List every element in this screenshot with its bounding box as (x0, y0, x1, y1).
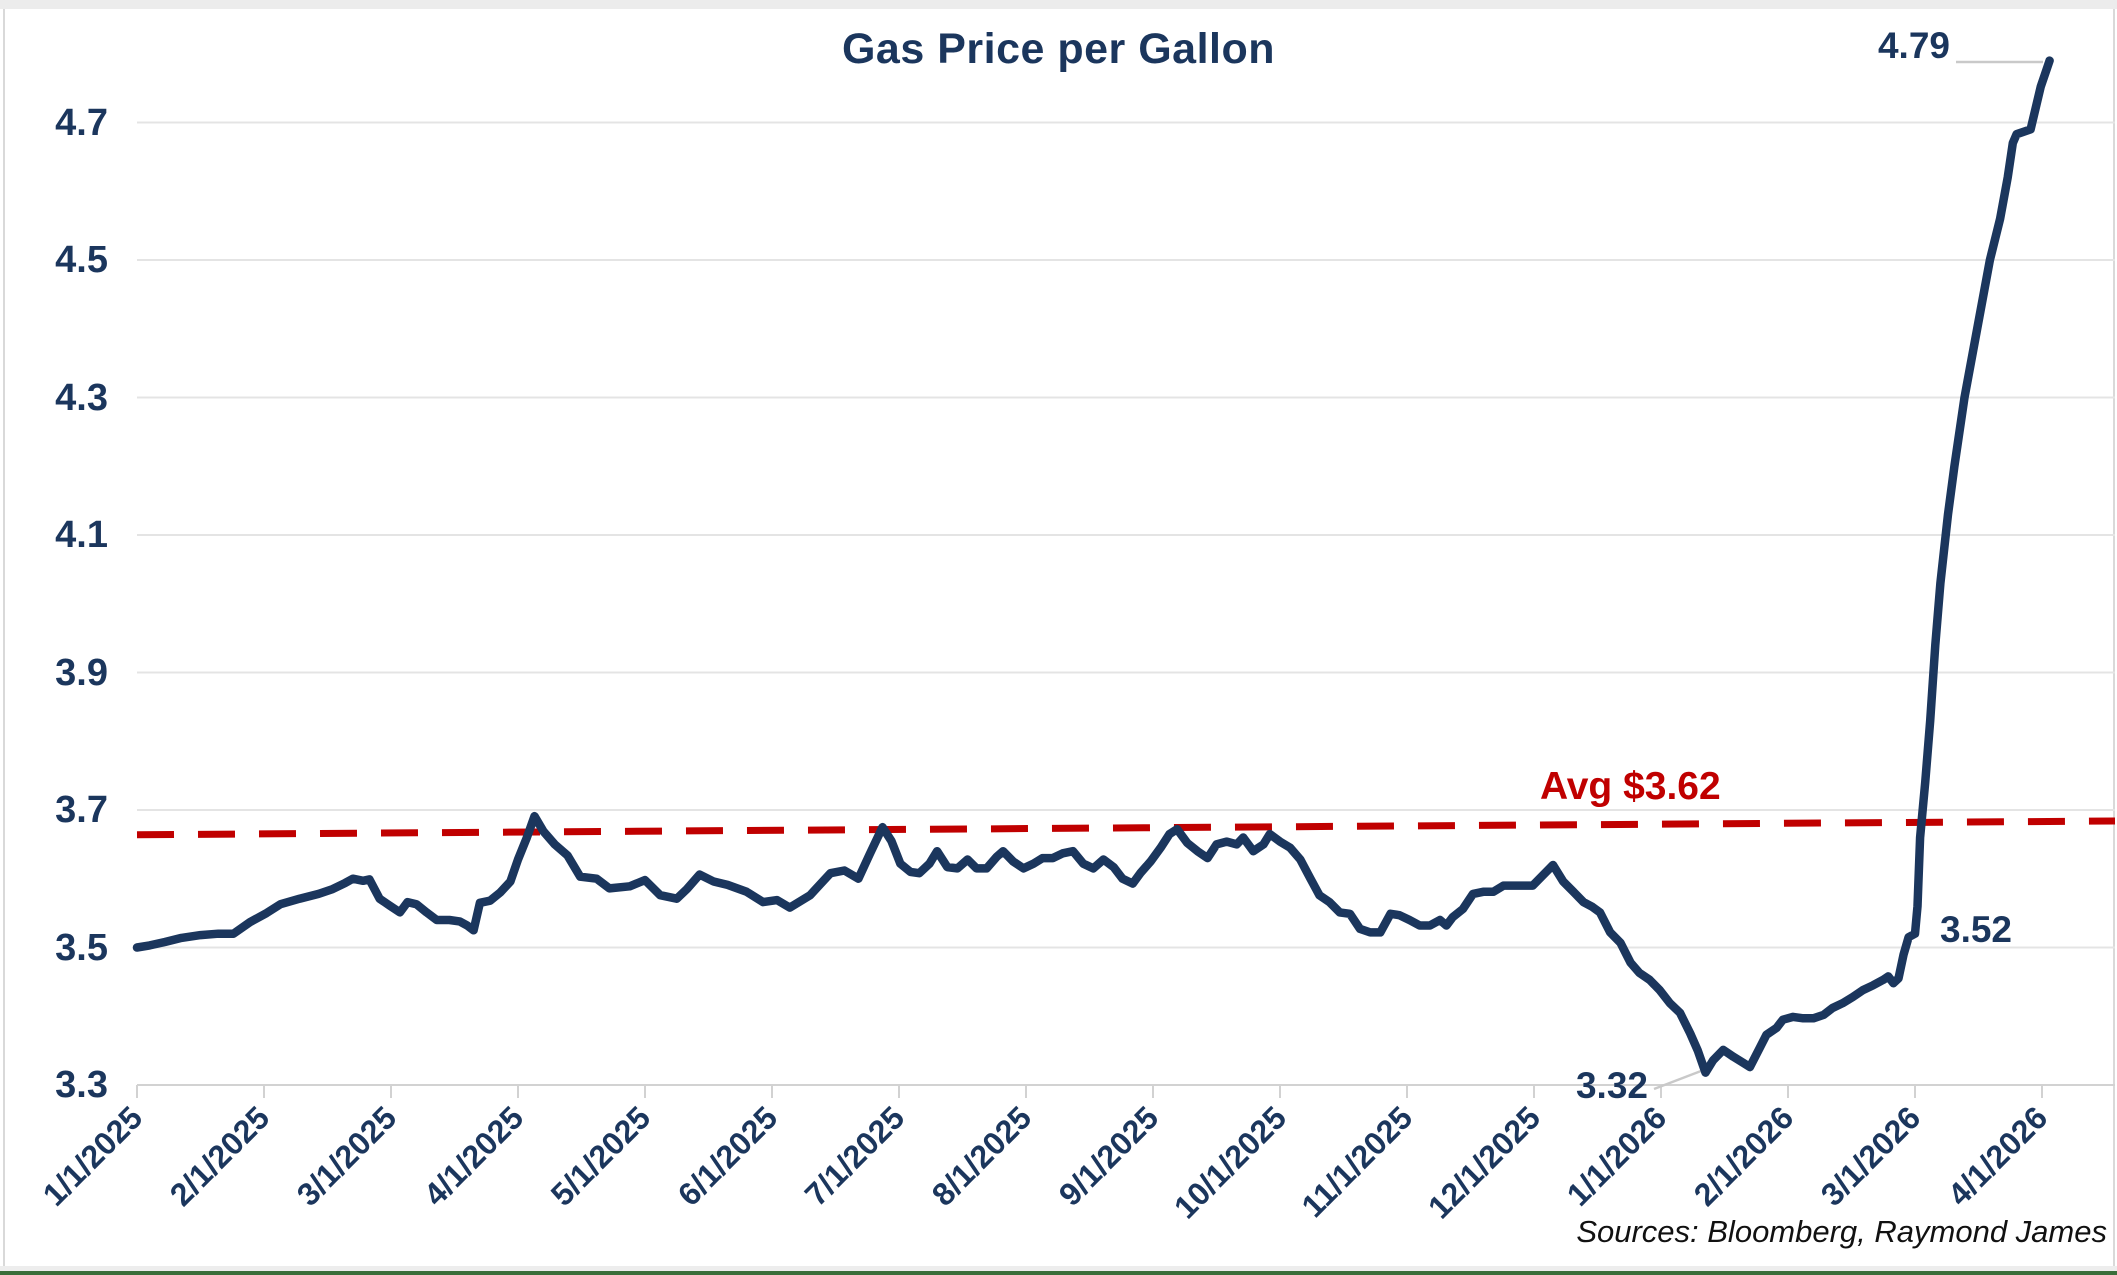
slide-bottom-green-bar (0, 1271, 2117, 1275)
annotation-max-value: 4.79 (1877, 25, 1950, 66)
y-axis-tick-label: 3.9 (55, 651, 108, 694)
y-axis-tick-label: 4.5 (55, 239, 108, 281)
average-line (136, 817, 2116, 839)
slide-top-border (0, 0, 2117, 9)
chart-title: Gas Price per Gallon (841, 25, 1275, 73)
y-axis-tick-label: 3.7 (55, 789, 108, 831)
y-axis-tick-label: 4.7 (55, 101, 108, 144)
slide-left-border (3, 9, 5, 1267)
y-axis-tick-label: 4.1 (55, 514, 108, 556)
source-note: Sources: Bloomberg, Raymond James (1576, 1214, 2107, 1249)
y-axis-tick-label: 4.3 (55, 376, 108, 419)
slide-right-border (2113, 9, 2115, 1267)
leader-line-min (1653, 1069, 1702, 1091)
gas-price-line (132, 56, 2054, 1077)
slide-bottom-strip (0, 1266, 2117, 1272)
average-line-label: Avg $3.62 (1540, 765, 1721, 808)
y-axis-tick-label: 3.3 (55, 1064, 108, 1106)
annotation-min-value: 3.32 (1575, 1065, 1648, 1106)
annotation-pre-spike-value: 3.52 (1940, 909, 2013, 950)
y-axis-tick-label: 3.5 (55, 926, 108, 969)
